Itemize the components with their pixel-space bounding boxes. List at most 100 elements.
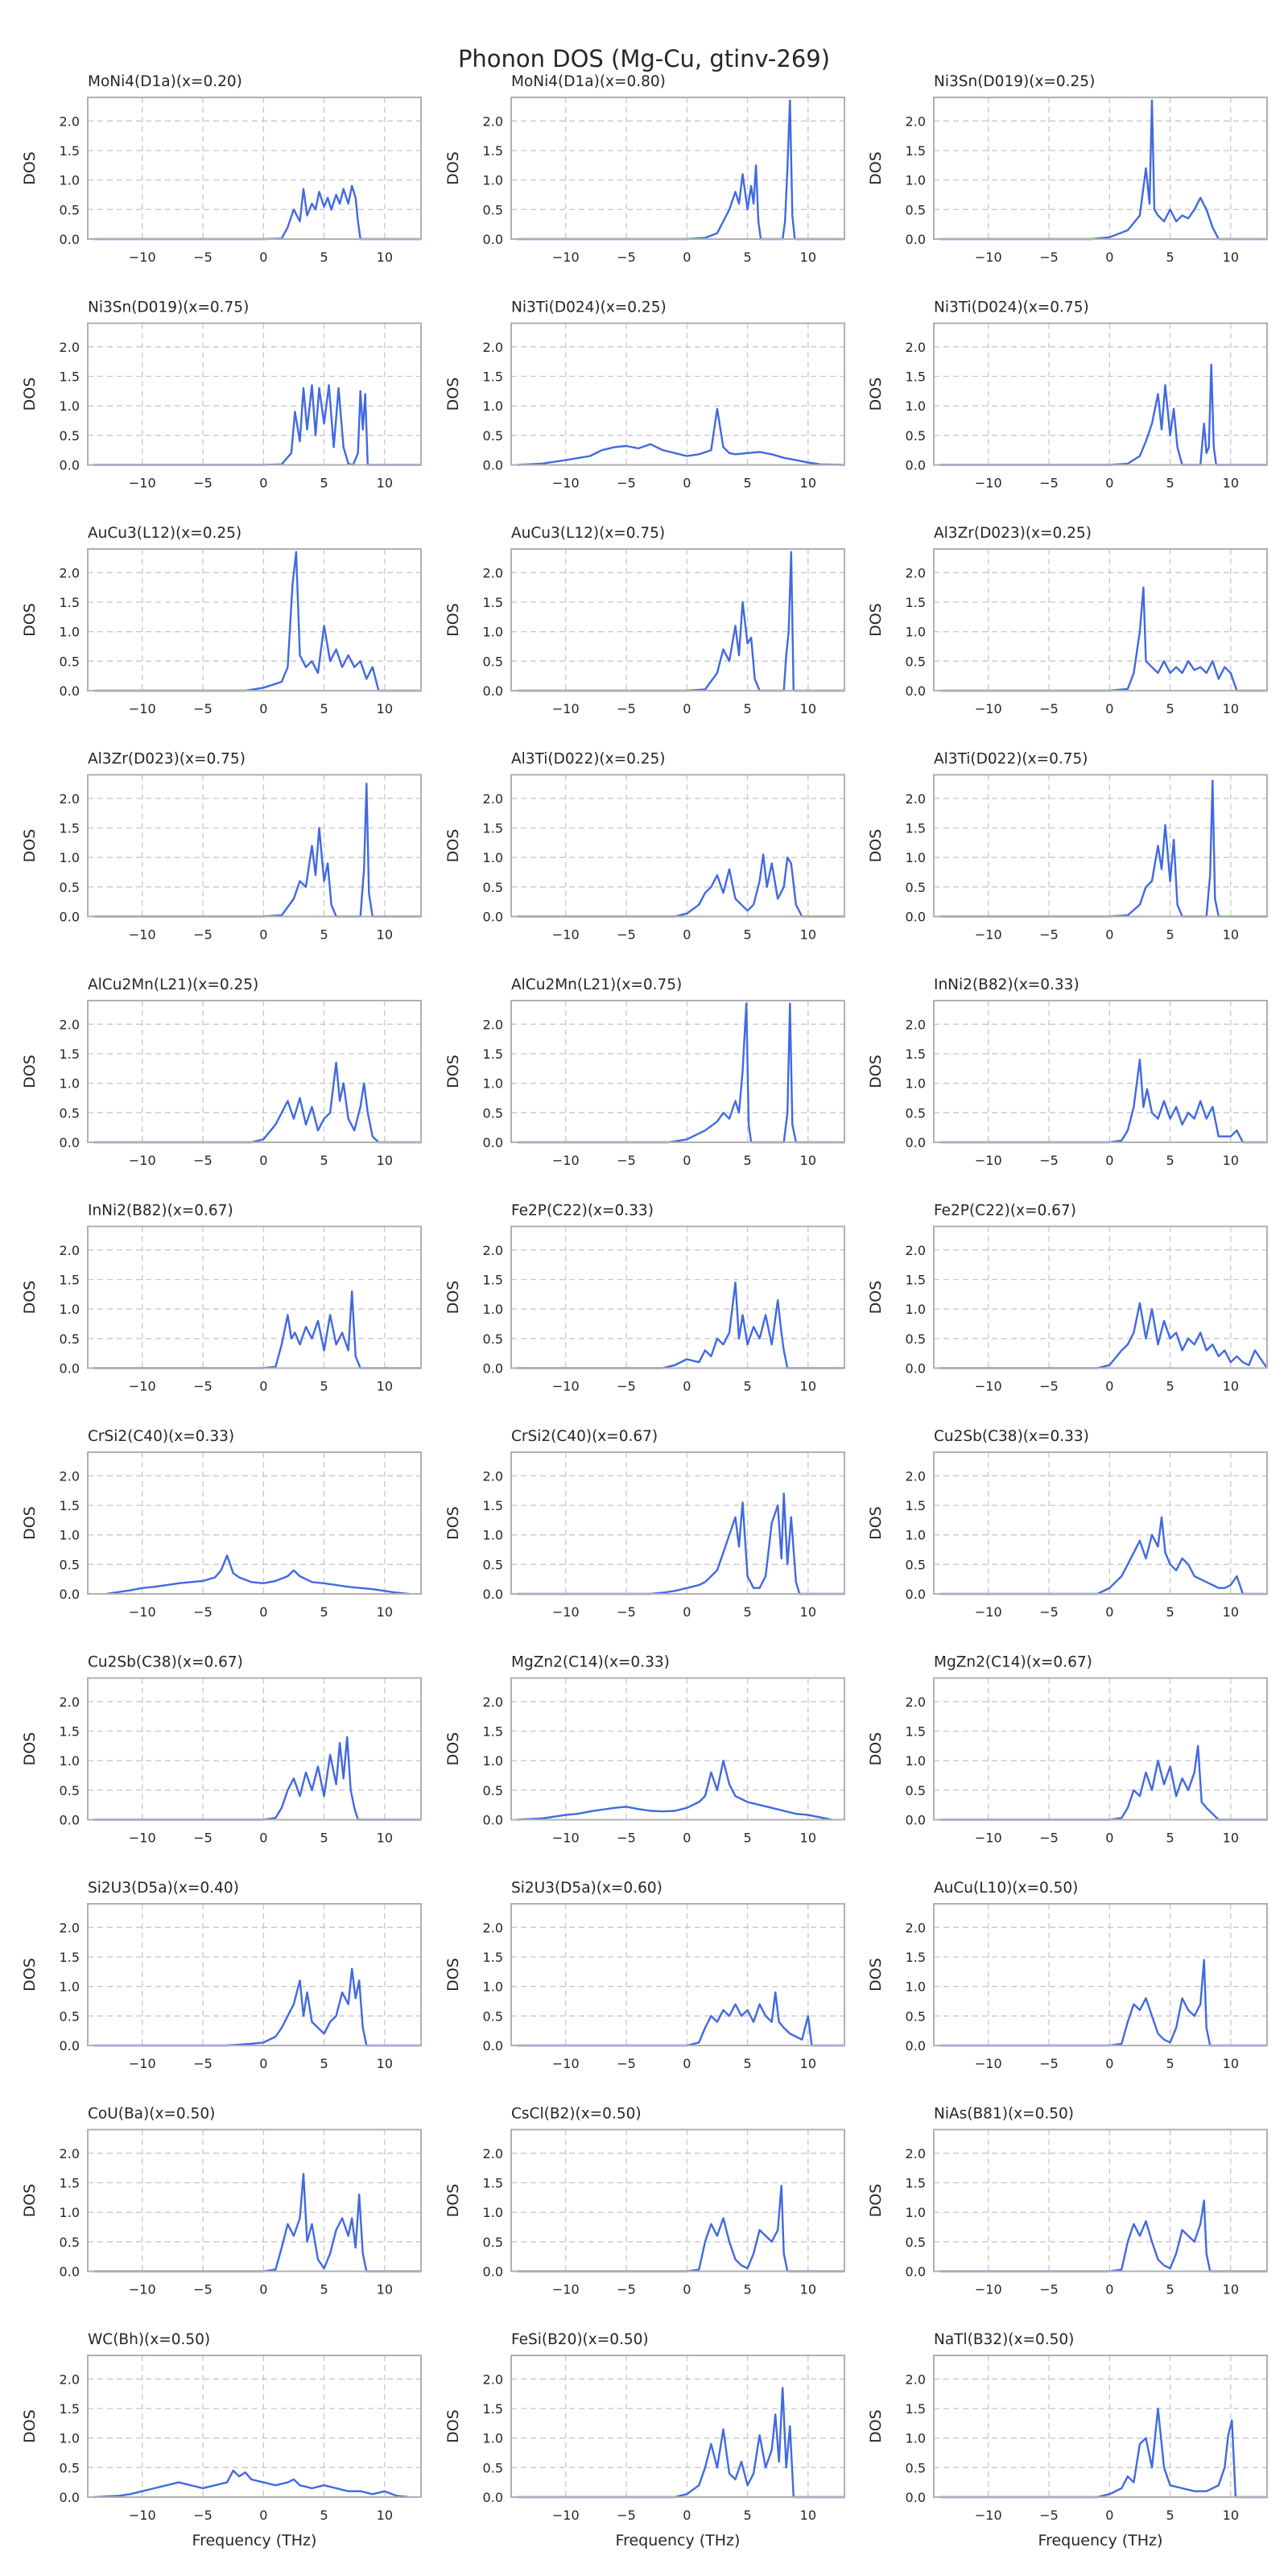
x-tick-label: −10 <box>129 927 156 943</box>
subplot-title: MoNi4(D1a)(x=0.80) <box>511 73 666 90</box>
axes-frame <box>933 2128 1268 2273</box>
y-tick-label: 0.0 <box>60 2038 80 2054</box>
subplot-title: WC(Bh)(x=0.50) <box>88 2331 210 2348</box>
x-tick-label: −10 <box>975 1379 1002 1394</box>
x-tick-label: −10 <box>975 1831 1002 1846</box>
x-tick-label: 10 <box>800 1831 816 1846</box>
x-tick-label: −5 <box>1039 476 1059 491</box>
x-tick-label: 5 <box>320 1153 328 1168</box>
y-tick-label: 0.0 <box>483 910 503 925</box>
y-tick-label: 1.5 <box>483 1950 503 1965</box>
y-tick-label: 2.0 <box>60 1468 80 1484</box>
y-tick-label: 2.0 <box>906 1017 926 1032</box>
axes-frame <box>933 2355 1268 2498</box>
y-tick-label: 1.5 <box>60 1273 80 1288</box>
axes-frame <box>933 1225 1268 1369</box>
axes-frame <box>510 322 845 466</box>
x-tick-label: 0 <box>683 2056 691 2071</box>
dos-curve <box>517 1002 844 1144</box>
y-tick-label: 1.0 <box>60 1076 80 1092</box>
axes-frame <box>933 1677 1268 1821</box>
subplot: −10 −5 0 5 10 0.0 0.5 1.0 1.5 2.0 DOS WC(Bh)(x=0.50… <box>21 2331 422 2549</box>
x-tick-label: 10 <box>800 701 816 716</box>
y-tick-label: 0.5 <box>483 2460 503 2475</box>
y-tick-label: 1.5 <box>483 1498 503 1513</box>
y-tick-label: 1.5 <box>906 1950 926 1965</box>
y-tick-label: 2.0 <box>906 791 926 807</box>
subplot-title: Si2U3(D5a)(x=0.60) <box>511 1880 663 1897</box>
axes-frame <box>87 1451 422 1595</box>
subplot: −10 −5 0 5 10 0.0 0.5 1.0 1.5 2.0 DOS AuCu3(L12)(x=… <box>21 525 422 716</box>
y-tick-label: 1.5 <box>906 2401 926 2417</box>
dos-curve <box>517 1492 844 1596</box>
subplot-title: MgZn2(C14)(x=0.33) <box>511 1654 670 1671</box>
dos-curve <box>939 1959 1267 2047</box>
x-tick-label: −5 <box>193 1379 213 1394</box>
y-tick-label: 0.5 <box>60 2460 80 2475</box>
x-tick-label: 5 <box>743 927 751 943</box>
axes-frame <box>87 2355 422 2498</box>
x-tick-label: −10 <box>552 250 580 265</box>
y-tick-label: 0.0 <box>60 910 80 925</box>
y-tick-label: 0.5 <box>906 1557 926 1572</box>
dos-curve <box>939 779 1267 918</box>
x-tick-label: 0 <box>1105 250 1113 265</box>
x-tick-label: 5 <box>743 250 751 265</box>
axes-frame <box>87 1677 422 1821</box>
x-tick-label: −10 <box>975 250 1002 265</box>
x-tick-label: 0 <box>1105 2282 1113 2297</box>
x-tick-label: −10 <box>129 1831 156 1846</box>
y-tick-label: 1.5 <box>60 595 80 610</box>
y-tick-label: 0.0 <box>60 1813 80 1828</box>
y-tick-label: 2.0 <box>483 2372 503 2387</box>
subplot: −10 −5 0 5 10 0.0 0.5 1.0 1.5 2.0 DOS Al3Ti(D022)(x… <box>444 751 845 943</box>
subplot-title: InNi2(B82)(x=0.67) <box>88 1203 233 1220</box>
dos-curve <box>93 384 421 466</box>
x-tick-label: −5 <box>193 1604 213 1620</box>
x-tick-label: −5 <box>617 1604 636 1620</box>
subplot: −10 −5 0 5 10 0.0 0.5 1.0 1.5 2.0 DOS CrSi2(C40)(x=… <box>444 1428 845 1620</box>
x-tick-label: 0 <box>1105 476 1113 491</box>
x-tick-label: −10 <box>552 1379 580 1394</box>
y-tick-label: 2.0 <box>60 1695 80 1710</box>
y-tick-label: 0.0 <box>483 1813 503 1828</box>
x-tick-label: −5 <box>193 2056 213 2071</box>
y-axis-label: DOS <box>867 1281 885 1315</box>
axes-frame <box>933 1903 1268 2046</box>
y-tick-label: 0.5 <box>483 2235 503 2250</box>
y-tick-label: 1.5 <box>906 369 926 385</box>
axes-frame <box>510 1903 845 2046</box>
y-tick-label: 0.5 <box>906 1105 926 1121</box>
x-tick-label: −5 <box>1039 250 1059 265</box>
y-tick-label: 0.5 <box>60 1557 80 1572</box>
y-tick-label: 1.0 <box>906 1753 926 1769</box>
y-tick-label: 1.0 <box>906 625 926 640</box>
y-axis-label: DOS <box>444 151 462 185</box>
y-axis-label: DOS <box>21 378 39 411</box>
axes-frame <box>510 2355 845 2498</box>
x-tick-label: 0 <box>683 1379 691 1394</box>
y-tick-label: 0.5 <box>906 2235 926 2250</box>
x-tick-label: 5 <box>1166 701 1174 716</box>
dos-curve <box>105 1554 410 1596</box>
y-axis-label: DOS <box>867 1055 885 1088</box>
y-tick-label: 1.5 <box>483 1046 503 1062</box>
y-tick-label: 1.0 <box>483 2205 503 2220</box>
y-tick-label: 0.0 <box>906 1813 926 1828</box>
y-tick-label: 2.0 <box>483 1695 503 1710</box>
x-tick-label: 5 <box>743 476 751 491</box>
x-tick-label: 0 <box>259 2056 267 2071</box>
x-tick-label: 10 <box>1223 2508 1239 2523</box>
x-tick-label: 10 <box>800 1604 816 1620</box>
dos-curve <box>93 1061 421 1144</box>
x-tick-label: 10 <box>800 2282 816 2297</box>
dos-curve <box>939 2199 1267 2273</box>
y-tick-label: 0.0 <box>60 1361 80 1377</box>
x-tick-label: 5 <box>1166 1153 1174 1168</box>
x-tick-label: −5 <box>1039 701 1059 716</box>
subplot: −10 −5 0 5 10 0.0 0.5 1.0 1.5 2.0 DOS Al3Zr(D023)(x… <box>867 525 1268 716</box>
x-tick-label: 5 <box>1166 476 1174 491</box>
subplot: −10 −5 0 5 10 0.0 0.5 1.0 1.5 2.0 DOS Fe2P(C22)(x=0… <box>867 1203 1268 1394</box>
subplot-title: Cu2Sb(C38)(x=0.33) <box>934 1428 1089 1445</box>
y-tick-label: 0.5 <box>483 1783 503 1798</box>
